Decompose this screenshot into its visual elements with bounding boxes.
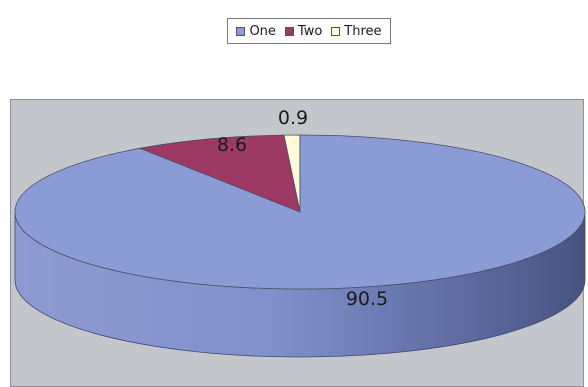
pie-slice-two <box>138 134 301 213</box>
legend-item-three: Three <box>331 23 382 39</box>
legend-label-one: One <box>249 23 276 39</box>
pie-data-labels: 90.5 8.6 0.9 <box>217 107 388 310</box>
legend-label-three: Three <box>344 23 382 39</box>
data-label-two: 8.6 <box>217 134 247 156</box>
data-label-one: 90.5 <box>346 288 388 310</box>
data-label-three: 0.9 <box>278 107 308 129</box>
legend-item-one: One <box>236 23 276 39</box>
legend: One Two Three <box>227 18 391 44</box>
pie-slices <box>14 134 586 290</box>
pie-slice-one <box>14 134 586 290</box>
legend-swatch-two <box>284 26 294 36</box>
legend-label-two: Two <box>297 23 323 39</box>
legend-item-two: Two <box>284 23 323 39</box>
legend-swatch-one <box>236 26 246 36</box>
legend-swatch-three <box>331 26 341 36</box>
